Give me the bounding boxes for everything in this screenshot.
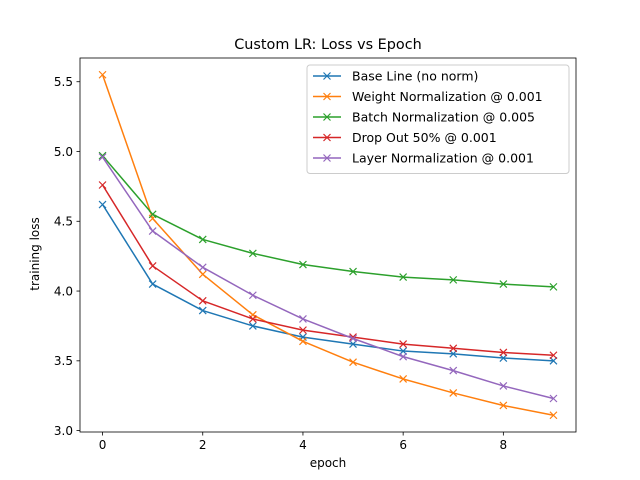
data-point-marker <box>449 344 458 353</box>
legend-marker <box>323 113 331 121</box>
data-point-marker <box>299 326 307 335</box>
y-axis: 3.0 3.5 4.0 4.5 5.0 5.5 <box>54 75 80 438</box>
data-point-marker <box>499 348 508 357</box>
x-axis-label: epoch <box>310 456 347 470</box>
data-point-marker <box>449 349 458 358</box>
data-point-marker <box>549 394 558 403</box>
data-point-marker <box>248 315 257 323</box>
legend-marker <box>323 133 331 142</box>
y-axis-label: training loss <box>28 217 42 290</box>
series-1 <box>98 200 558 365</box>
x-tick-label: 4 <box>299 438 307 452</box>
data-point-marker <box>449 366 458 375</box>
x-tick-label: 2 <box>199 438 207 452</box>
data-point-marker <box>98 70 107 79</box>
x-tick-label: 0 <box>99 438 107 452</box>
data-point-marker <box>198 235 207 244</box>
x-tick-label: 6 <box>399 438 407 452</box>
legend-item: Drop Out 50% @ 0.001 <box>313 130 497 145</box>
series-5 <box>98 153 558 403</box>
legend-item: Batch Normalization @ 0.005 <box>313 110 535 125</box>
series-line <box>101 184 554 356</box>
data-point-marker <box>198 270 207 279</box>
data-point-marker <box>349 340 357 349</box>
data-point-marker <box>549 351 558 360</box>
data-point-marker <box>299 315 307 323</box>
data-point-marker <box>198 263 207 272</box>
legend-box <box>306 64 570 174</box>
data-point-marker <box>148 262 157 270</box>
series-3 <box>98 151 558 291</box>
data-point-marker <box>449 389 458 397</box>
data-point-marker <box>549 282 558 291</box>
data-point-marker <box>198 306 207 315</box>
data-point-marker <box>499 280 508 288</box>
data-point-marker <box>148 280 157 288</box>
data-point-marker <box>299 260 307 269</box>
y-tick-label: 5.0 <box>54 145 73 159</box>
y-tick-label: 5.5 <box>54 75 73 89</box>
legend-marker <box>323 92 331 101</box>
legend: Base Line (no norm) Weight Normalization … <box>306 64 570 174</box>
legend-label: Drop Out 50% @ 0.001 <box>352 130 497 145</box>
data-point-marker <box>399 375 408 383</box>
series-line <box>101 155 554 288</box>
data-point-marker <box>98 181 107 189</box>
data-point-marker <box>399 340 408 349</box>
legend-marker <box>323 72 331 80</box>
data-point-marker <box>499 401 508 410</box>
legend-label: Layer Normalization @ 0.001 <box>352 151 534 166</box>
plot-area: 0 2 4 6 8 3.0 3.5 4.0 4.5 5.0 5.5 <box>54 57 577 452</box>
legend-label: Weight Normalization @ 0.001 <box>352 89 543 104</box>
data-point-marker <box>399 352 408 361</box>
y-tick-label: 4.5 <box>54 215 73 229</box>
y-tick-label: 4.0 <box>54 284 73 298</box>
data-point-marker <box>349 267 357 276</box>
legend-item: Base Line (no norm) <box>313 69 478 84</box>
data-point-marker <box>248 322 257 330</box>
series-4 <box>98 181 558 360</box>
series-line <box>101 204 554 362</box>
data-point-marker <box>449 275 458 284</box>
y-tick-label: 3.0 <box>54 424 73 438</box>
data-point-marker <box>549 356 558 365</box>
data-point-marker <box>499 382 508 390</box>
data-point-marker <box>349 334 357 343</box>
data-point-marker <box>349 358 357 367</box>
legend-label: Base Line (no norm) <box>352 69 478 84</box>
data-point-marker <box>399 347 408 355</box>
data-point-marker <box>248 291 257 300</box>
legend-item: Layer Normalization @ 0.001 <box>313 151 534 166</box>
data-point-marker <box>98 151 107 160</box>
data-point-marker <box>148 210 157 219</box>
legend-label: Batch Normalization @ 0.005 <box>352 110 535 125</box>
series-line <box>101 156 554 400</box>
data-point-marker <box>198 296 207 305</box>
legend-item: Weight Normalization @ 0.001 <box>313 89 543 104</box>
x-axis: 0 2 4 6 8 <box>99 432 507 452</box>
chart-title: Custom LR: Loss vs Epoch <box>234 37 422 53</box>
y-tick-label: 3.5 <box>54 354 73 368</box>
data-point-marker <box>248 249 257 258</box>
data-point-marker <box>148 227 157 235</box>
data-point-marker <box>98 200 107 209</box>
data-point-marker <box>98 153 107 162</box>
data-point-marker <box>499 354 508 362</box>
axes-frame <box>79 57 577 433</box>
series-line <box>101 74 554 416</box>
data-point-marker <box>299 337 307 346</box>
legend-marker <box>323 154 331 162</box>
data-point-marker <box>549 411 558 420</box>
x-tick-label: 8 <box>500 438 508 452</box>
data-point-marker <box>399 273 408 282</box>
